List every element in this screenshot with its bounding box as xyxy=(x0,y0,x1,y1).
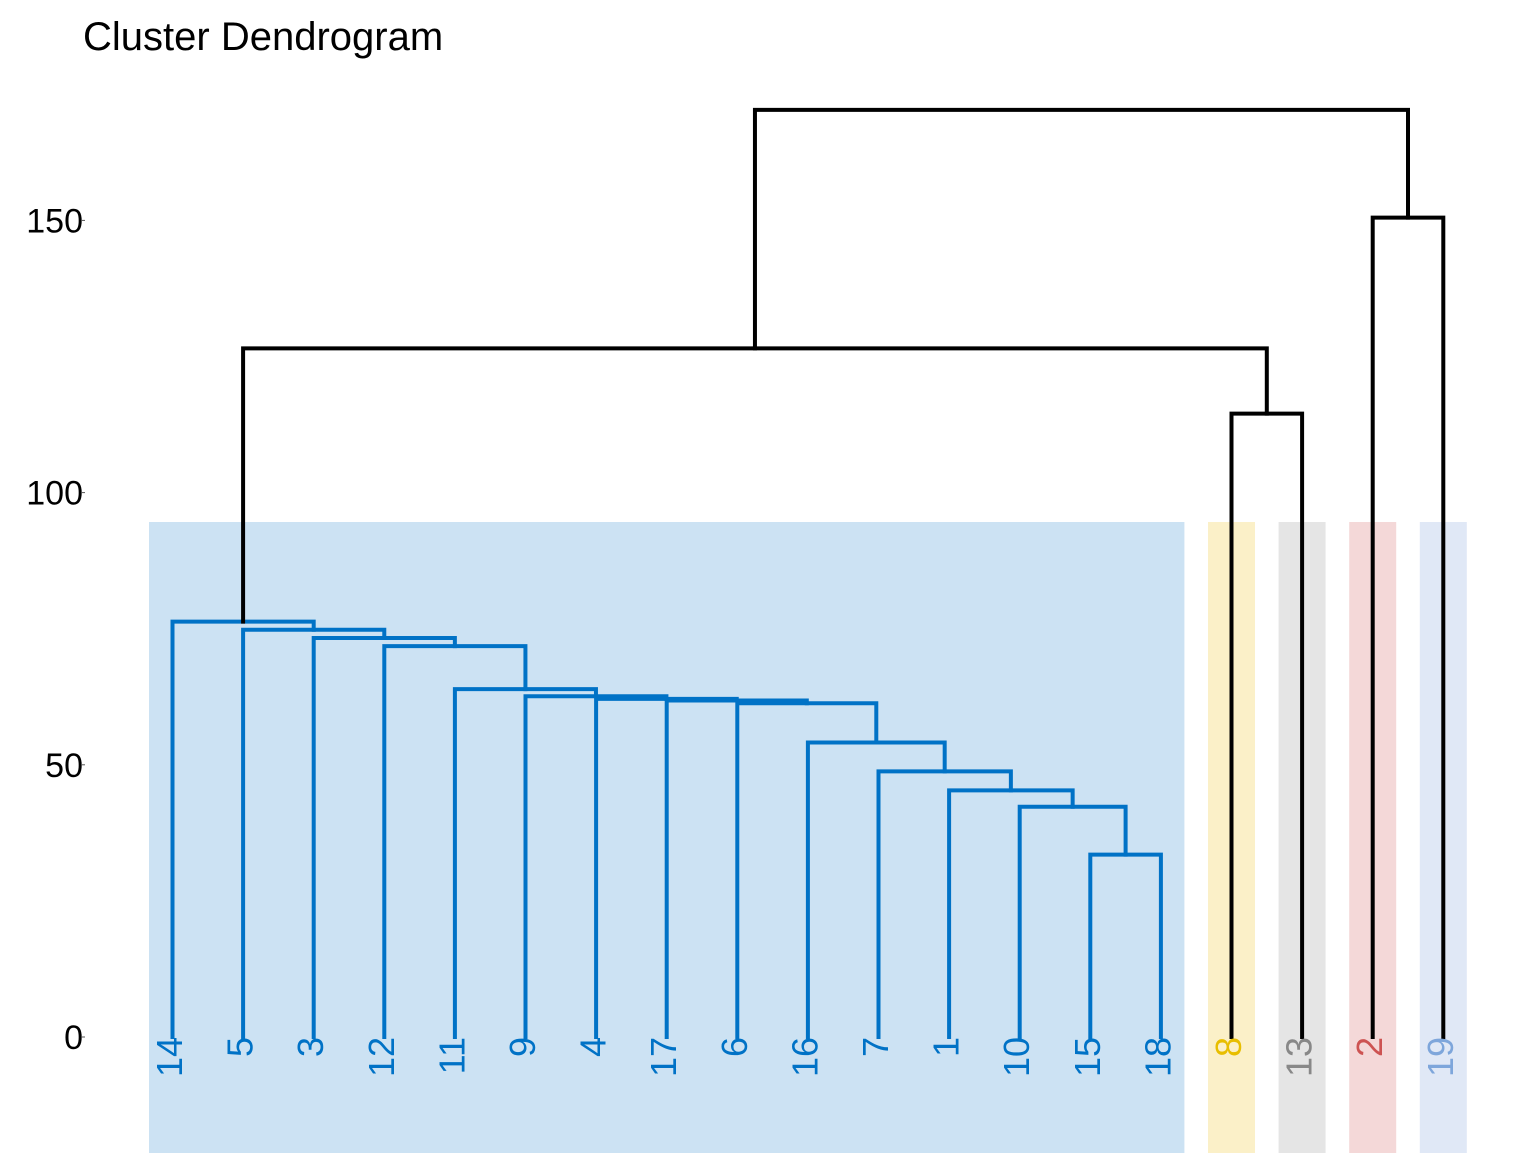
chart-title: Cluster Dendrogram xyxy=(83,15,443,59)
leaf-label-4: 4 xyxy=(573,1037,614,1057)
leaf-label-17: 17 xyxy=(643,1037,684,1077)
leaf-label-9: 9 xyxy=(502,1037,543,1057)
leaf-label-19: 19 xyxy=(1420,1037,1461,1077)
y-tick-label-50: 50 xyxy=(45,747,83,785)
leaf-label-15: 15 xyxy=(1067,1037,1108,1077)
leaf-label-11: 11 xyxy=(431,1037,472,1074)
y-tick-label-150: 150 xyxy=(26,202,83,240)
leaf-label-6: 6 xyxy=(714,1037,755,1057)
leaf-label-8: 8 xyxy=(1208,1037,1249,1057)
y-tick-label-0: 0 xyxy=(64,1019,83,1057)
leaf-label-13: 13 xyxy=(1279,1037,1320,1077)
leaf-label-5: 5 xyxy=(220,1037,261,1057)
leaf-label-18: 18 xyxy=(1137,1037,1178,1077)
dendrogram-links xyxy=(170,107,1446,1039)
leaf-label-16: 16 xyxy=(784,1037,825,1077)
leaf-label-7: 7 xyxy=(855,1037,896,1057)
leaf-label-12: 12 xyxy=(361,1037,402,1077)
leaf-label-2: 2 xyxy=(1349,1037,1390,1057)
leaf-label-1: 1 xyxy=(926,1037,967,1057)
leaf-label-3: 3 xyxy=(290,1037,331,1057)
leaf-labels: 14 5 3 12 11 9 4 17 6 16 7 1 10 15 18 8 13 2 19 xyxy=(149,1037,1461,1077)
y-axis: 0 50 100 150 xyxy=(26,202,85,1057)
leaf-label-10: 10 xyxy=(996,1037,1037,1077)
dendrogram-link-m18 xyxy=(752,107,1410,351)
leaf-label-14: 14 xyxy=(149,1037,190,1077)
y-tick-label-100: 100 xyxy=(26,475,83,513)
